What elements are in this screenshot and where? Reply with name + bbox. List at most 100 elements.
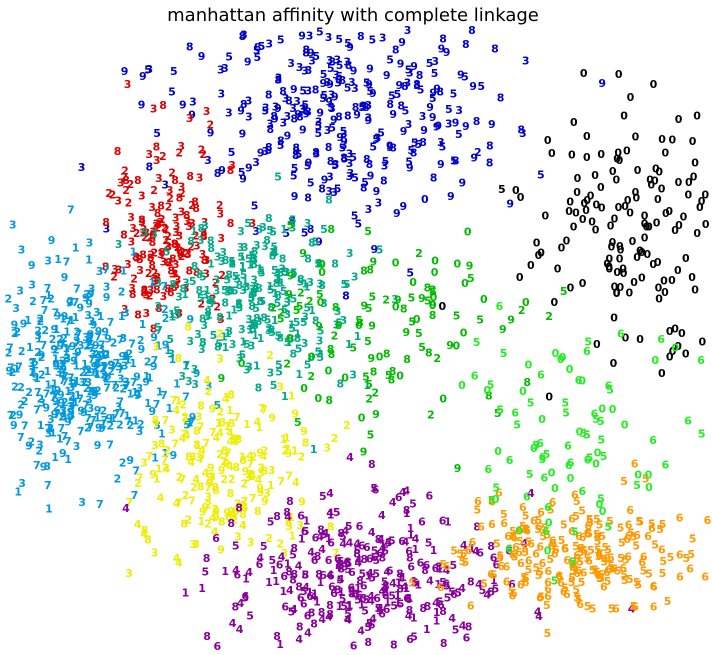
digit-point-1786: 5: [340, 600, 348, 613]
digit-point-1557: 8: [227, 388, 235, 401]
digit-point-1076: 5: [268, 326, 276, 339]
digit-point-1560: 2: [261, 444, 269, 457]
digit-point-802: 3: [70, 378, 78, 391]
digit-point-125: 0: [671, 224, 679, 237]
digit-point-2031: 6: [548, 540, 556, 553]
digit-point-356: 5: [258, 40, 266, 53]
digit-point-2064: 5: [604, 575, 612, 588]
digit-point-309: 8: [439, 33, 447, 46]
digit-point-1361: 2: [427, 409, 435, 422]
digit-point-1163: 8: [263, 234, 271, 247]
digit-point-2201: 6: [591, 407, 599, 420]
digit-point-1499: 7: [181, 428, 189, 441]
digit-point-1262: 8: [253, 312, 261, 325]
digit-point-670: 2: [87, 331, 95, 344]
digit-point-728: 9: [91, 385, 99, 398]
digit-point-1216: 1: [230, 303, 238, 316]
digit-point-466: 9: [336, 131, 344, 144]
digit-point-1684: 6: [381, 545, 389, 558]
digit-point-252: 5: [360, 100, 368, 113]
digit-point-2042: 6: [648, 522, 656, 535]
digit-point-1899: 5: [300, 585, 308, 598]
digit-point-1249: 3: [306, 276, 314, 289]
digit-point-31: 0: [615, 68, 623, 81]
digit-point-1144: 5: [295, 343, 303, 356]
digit-point-2056: 6: [650, 601, 658, 614]
digit-point-402: 5: [277, 34, 285, 47]
digit-point-1040: 7: [40, 339, 48, 352]
digit-point-1870: 1: [406, 592, 414, 605]
digit-point-19: 0: [654, 193, 662, 206]
digit-point-1004: 2: [37, 393, 45, 406]
digit-point-871: 3: [205, 380, 213, 393]
digit-point-129: 0: [655, 282, 663, 295]
digit-point-1088: 3: [224, 286, 232, 299]
digit-point-2050: 5: [687, 548, 695, 561]
digit-point-1000: 2: [100, 405, 108, 418]
digit-point-782: 1: [97, 310, 105, 323]
digit-point-1100: 3: [283, 296, 291, 309]
digit-point-1056: 9: [60, 410, 68, 423]
digit-point-343: 5: [388, 90, 396, 103]
digit-point-1913: 4: [443, 564, 451, 577]
digit-point-1244: 3: [239, 284, 247, 297]
digit-point-1803: 1: [423, 623, 431, 636]
digit-point-1117: 5: [320, 223, 328, 236]
digit-point-1769: 8: [360, 553, 368, 566]
digit-point-1384: 5: [367, 429, 375, 442]
digit-point-981: 9: [51, 323, 59, 336]
digit-point-1232: 3: [346, 247, 354, 260]
digit-point-1118: 3: [253, 239, 261, 252]
digit-point-1621: 9: [218, 464, 226, 477]
digit-point-1969: 5: [659, 567, 667, 580]
digit-point-1050: 7: [112, 408, 120, 421]
digit-point-114: 0: [570, 220, 578, 233]
digit-point-204: 8: [327, 155, 335, 168]
digit-point-1428: 0: [439, 393, 447, 406]
digit-point-1514: 4: [163, 463, 171, 476]
digit-point-1755: 5: [364, 621, 372, 634]
digit-point-773: 3: [68, 381, 76, 394]
digit-point-1596: 8: [197, 481, 205, 494]
digit-point-1310: 5: [275, 329, 283, 342]
digit-point-1817: 5: [339, 593, 347, 606]
digit-point-1401: 8: [366, 264, 374, 277]
digit-point-293: 9: [459, 177, 467, 190]
digit-point-1974: 5: [630, 600, 638, 613]
digit-point-597: 8: [147, 252, 155, 265]
digit-point-230: 9: [237, 105, 245, 118]
digit-point-1145: 1: [203, 284, 211, 297]
digit-point-722: 2: [83, 382, 91, 395]
digit-point-1125: 5: [284, 336, 292, 349]
digit-point-1561: 9: [207, 462, 215, 475]
digit-point-406: 5: [144, 64, 152, 77]
digit-point-1090: 5: [239, 349, 247, 362]
digit-point-596: 2: [127, 178, 135, 191]
digit-point-768: 2: [68, 390, 76, 403]
digit-point-1986: 5: [575, 593, 583, 606]
digit-point-971: 7: [89, 414, 97, 427]
digit-point-734: 2: [83, 366, 91, 379]
digit-point-385: 3: [252, 156, 260, 169]
digit-point-485: 9: [305, 157, 313, 170]
digit-point-1397: 9: [418, 292, 426, 305]
digit-point-849: 2: [67, 295, 75, 308]
digit-point-1546: 7: [246, 458, 254, 471]
digit-point-1737: 1: [317, 576, 325, 589]
digit-point-1142: 8: [308, 237, 316, 250]
digit-point-1131: 5: [289, 213, 297, 226]
digit-point-1453: 8: [239, 508, 247, 521]
digit-point-1873: 4: [326, 569, 334, 582]
digit-point-1669: 8: [419, 602, 427, 615]
digit-point-686: 7: [64, 435, 72, 448]
digit-point-2165: 6: [573, 553, 581, 566]
digit-point-1164: 8: [208, 294, 216, 307]
digit-point-688: 7: [113, 357, 121, 370]
digit-point-1389: 9: [368, 352, 376, 365]
digit-point-69: 0: [633, 191, 641, 204]
digit-point-2229: 6: [579, 485, 587, 498]
digit-point-552: 3: [147, 284, 155, 297]
digit-point-904: 2: [137, 418, 145, 431]
